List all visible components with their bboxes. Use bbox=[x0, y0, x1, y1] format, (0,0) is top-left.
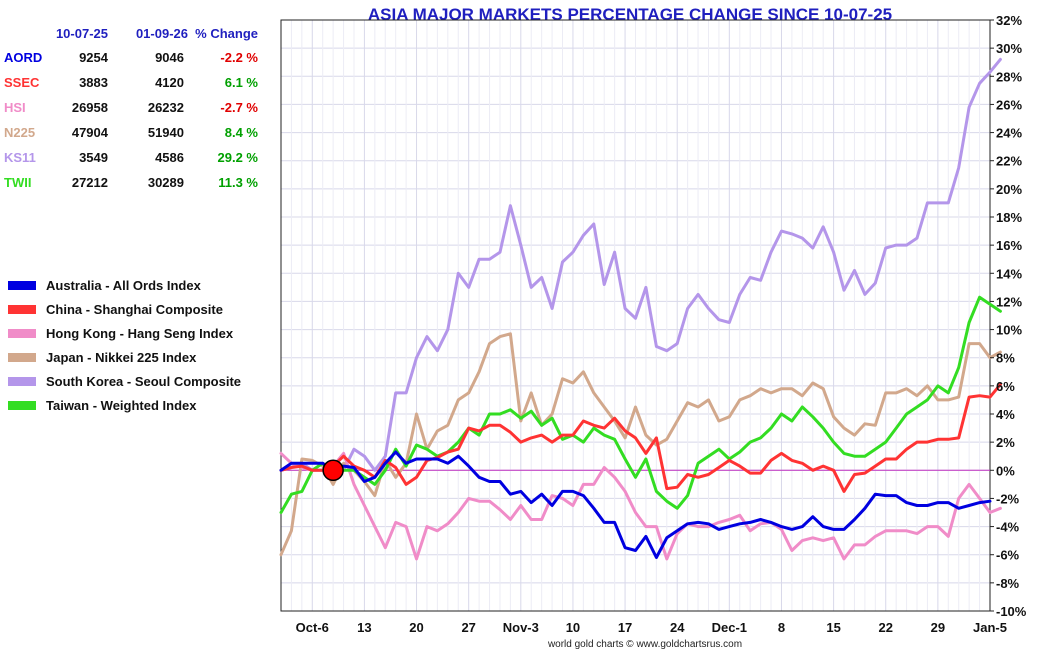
table-row-start: 3883 bbox=[79, 75, 108, 90]
x-tick-label: 8 bbox=[778, 620, 785, 635]
x-tick-label: 27 bbox=[461, 620, 475, 635]
table-row-start: 3549 bbox=[79, 150, 108, 165]
start-marker bbox=[322, 459, 344, 482]
y-tick-label: -10% bbox=[996, 604, 1027, 619]
legend-swatch bbox=[8, 401, 36, 410]
table-row-start: 47904 bbox=[72, 125, 109, 140]
y-tick-label: -6% bbox=[996, 548, 1020, 563]
y-tick-label: 20% bbox=[996, 182, 1022, 197]
table-header: 01-09-26 bbox=[136, 26, 188, 41]
table-row-end: 30289 bbox=[148, 175, 184, 190]
x-tick-label: 10 bbox=[566, 620, 580, 635]
y-tick-label: 18% bbox=[996, 210, 1022, 225]
x-tick-label: 29 bbox=[931, 620, 945, 635]
legend-label: Australia - All Ords Index bbox=[46, 278, 202, 293]
x-tick-label: 15 bbox=[826, 620, 840, 635]
table-row-label: SSEC bbox=[4, 75, 40, 90]
x-axis: Oct-6 13 20 27 Nov-3 10 17 24 Dec-1 8 15 22 29 Jan-5 bbox=[296, 620, 1007, 635]
legend: Australia - All Ords Index China - Shangh… bbox=[8, 278, 241, 413]
y-tick-label: 28% bbox=[996, 69, 1022, 84]
table-row-label: N225 bbox=[4, 125, 35, 140]
plot-frame bbox=[280, 19, 991, 612]
table-row-start: 26958 bbox=[72, 100, 108, 115]
legend-label: China - Shanghai Composite bbox=[46, 302, 223, 317]
table-row-end: 51940 bbox=[148, 125, 184, 140]
table-row-end: 4586 bbox=[155, 150, 184, 165]
y-tick-label: -4% bbox=[996, 520, 1020, 535]
series-line-south bbox=[279, 57, 1002, 472]
x-tick-label: 20 bbox=[409, 620, 423, 635]
legend-swatch bbox=[8, 305, 36, 314]
legend-swatch bbox=[8, 353, 36, 362]
series-lines bbox=[279, 57, 1002, 561]
table-row-label: HSI bbox=[4, 100, 26, 115]
table-row-change: -2.7 % bbox=[220, 100, 258, 115]
legend-label: South Korea - Seoul Composite bbox=[46, 374, 241, 389]
y-tick-label: 24% bbox=[996, 126, 1022, 141]
x-tick-label: 13 bbox=[357, 620, 371, 635]
y-axis: -10% -8% -6% -4% -2% 0% 2% 4% 6% 8% 10% 12% 14% 16% 18… bbox=[990, 13, 1027, 619]
table-header: 10-07-25 bbox=[56, 26, 108, 41]
y-tick-label: 30% bbox=[996, 41, 1022, 56]
x-tick-label: 17 bbox=[618, 620, 632, 635]
data-table: 10-07-25 01-09-26 % Change AORD 9254 9046 -2.2… bbox=[4, 26, 258, 190]
legend-label: Japan - Nikkei 225 Index bbox=[46, 350, 197, 365]
y-tick-label: -8% bbox=[996, 576, 1020, 591]
table-row-change: 29.2 % bbox=[218, 150, 259, 165]
y-tick-label: 26% bbox=[996, 97, 1022, 112]
x-tick-label: Nov-3 bbox=[503, 620, 539, 635]
y-tick-label: 6% bbox=[996, 379, 1015, 394]
legend-swatch bbox=[8, 377, 36, 386]
table-row-change: 11.3 % bbox=[218, 175, 258, 190]
chart-title: ASIA MAJOR MARKETS PERCENTAGE CHANGE SIN… bbox=[368, 5, 892, 24]
y-tick-label: 4% bbox=[996, 407, 1015, 422]
table-header: % Change bbox=[195, 26, 258, 41]
table-row-label: AORD bbox=[4, 50, 42, 65]
table-row-end: 26232 bbox=[148, 100, 184, 115]
series-line-australia bbox=[279, 450, 992, 559]
y-tick-label: 16% bbox=[996, 238, 1022, 253]
y-tick-label: 10% bbox=[996, 323, 1022, 338]
table-row-start: 27212 bbox=[72, 175, 108, 190]
x-tick-label: Oct-6 bbox=[296, 620, 329, 635]
table-row-end: 4120 bbox=[155, 75, 184, 90]
y-tick-label: 12% bbox=[996, 294, 1022, 309]
x-tick-label: Jan-5 bbox=[973, 620, 1007, 635]
legend-swatch bbox=[8, 281, 36, 290]
table-row-label: TWII bbox=[4, 175, 31, 190]
series-line-china bbox=[279, 382, 1002, 493]
y-tick-label: 22% bbox=[996, 154, 1022, 169]
y-tick-label: 14% bbox=[996, 266, 1022, 281]
table-row-change: -2.2 % bbox=[220, 50, 258, 65]
table-row-change: 8.4 % bbox=[225, 125, 259, 140]
y-tick-label: 2% bbox=[996, 435, 1015, 450]
legend-label: Taiwan - Weighted Index bbox=[46, 398, 197, 413]
y-tick-label: 32% bbox=[996, 13, 1022, 28]
legend-swatch bbox=[8, 329, 36, 338]
y-tick-label: -2% bbox=[996, 491, 1020, 506]
y-tick-label: 0% bbox=[996, 463, 1015, 478]
y-tick-label: 8% bbox=[996, 351, 1015, 366]
legend-label: Hong Kong - Hang Seng Index bbox=[46, 326, 234, 341]
table-row-change: 6.1 % bbox=[225, 75, 259, 90]
table-row-label: KS11 bbox=[4, 150, 36, 165]
x-tick-label: 22 bbox=[879, 620, 893, 635]
series-line-hong bbox=[279, 451, 1002, 561]
table-row-end: 9046 bbox=[155, 50, 184, 65]
series-line-japan bbox=[279, 332, 1002, 557]
x-tick-label: 24 bbox=[670, 620, 685, 635]
table-row-start: 9254 bbox=[79, 50, 109, 65]
credit-text: world gold charts © www.goldchartsrus.co… bbox=[547, 639, 742, 650]
x-tick-label: Dec-1 bbox=[712, 620, 747, 635]
